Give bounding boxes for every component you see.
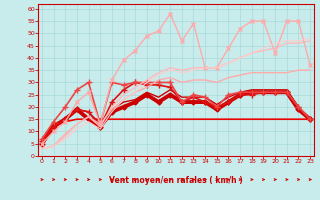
X-axis label: Vent moyen/en rafales ( km/h ): Vent moyen/en rafales ( km/h ): [109, 176, 243, 185]
